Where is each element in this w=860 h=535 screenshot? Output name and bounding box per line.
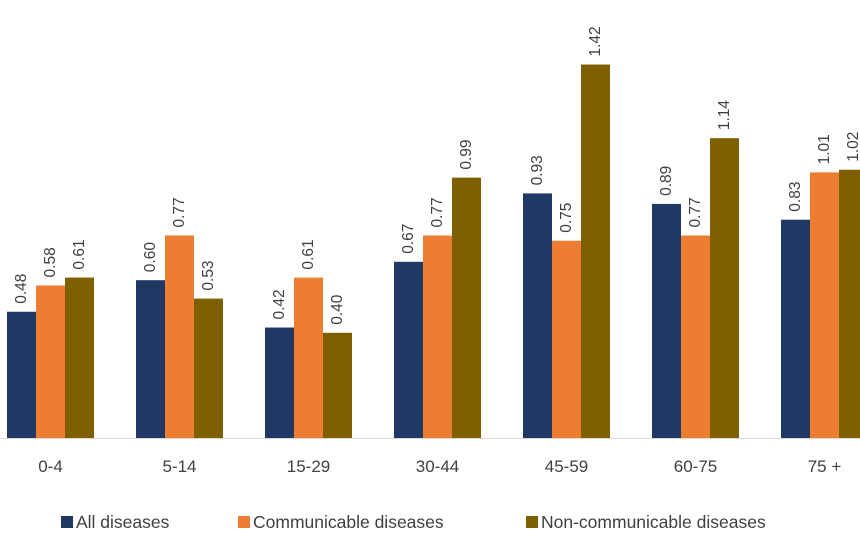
bar-0-4-series-0 — [7, 311, 36, 438]
bar-30-44-series-2 — [452, 177, 481, 438]
data-label: 0.77 — [429, 197, 446, 227]
data-label: 1.14 — [716, 100, 733, 131]
data-label: 0.61 — [300, 239, 317, 269]
bar-0-4-series-2 — [65, 277, 94, 438]
data-label: 0.61 — [71, 239, 88, 269]
data-label: 0.75 — [558, 203, 575, 233]
bar-15-29-series-2 — [323, 332, 352, 438]
x-tick-label: 5-14 — [162, 457, 196, 476]
bar-30-44-series-0 — [394, 261, 423, 438]
data-label: 1.42 — [587, 26, 604, 56]
bar-60-75-series-0 — [652, 203, 681, 438]
bar-75+-series-1 — [810, 172, 839, 438]
bar-15-29-series-0 — [265, 327, 294, 438]
data-label: 0.77 — [687, 197, 704, 227]
data-labels-group: 0.48 0.58 0.61 0.60 0.77 0.53 0.42 0.61 0.40 0.67… — [13, 26, 860, 324]
x-tick-label: 45-59 — [545, 457, 588, 476]
bars-group — [7, 64, 860, 439]
bar-5-14-series-1 — [165, 235, 194, 438]
x-tick-label: 30-44 — [416, 457, 459, 476]
x-tick-label: 0-4 — [38, 457, 63, 476]
data-label: 0.48 — [13, 274, 30, 304]
bar-5-14-series-2 — [194, 298, 223, 438]
legend-swatch — [238, 516, 250, 528]
bar-60-75-series-1 — [681, 235, 710, 438]
bar-45-59-series-1 — [552, 240, 581, 438]
x-tick-label: 75 + — [808, 457, 842, 476]
bar-45-59-series-0 — [523, 193, 552, 438]
legend-swatch — [526, 516, 538, 528]
bar-75+-series-0 — [781, 219, 810, 438]
data-label: 0.58 — [42, 247, 59, 277]
bar-45-59-series-2 — [581, 64, 610, 438]
legend-label: All diseases — [76, 512, 170, 532]
data-label: 0.42 — [271, 289, 288, 319]
data-label: 0.93 — [529, 155, 546, 185]
x-tick-labels-group: 0-4 5-14 15-29 30-44 45-59 60-75 75 + — [38, 457, 841, 476]
data-label: 0.99 — [458, 139, 475, 169]
data-label: 0.53 — [200, 260, 217, 290]
data-label: 0.40 — [329, 294, 346, 325]
bar-75+-series-2 — [839, 169, 860, 439]
data-label: 0.89 — [658, 166, 675, 196]
x-tick-label: 60-75 — [674, 457, 717, 476]
data-label: 0.60 — [142, 242, 159, 273]
legend-label: Communicable diseases — [253, 512, 444, 532]
x-tick-label: 15-29 — [287, 457, 330, 476]
legend-swatch — [61, 516, 73, 528]
bar-60-75-series-2 — [710, 138, 739, 438]
data-label: 0.83 — [787, 182, 804, 212]
data-label: 0.67 — [400, 224, 417, 254]
legend-label: Non-communicable diseases — [541, 512, 766, 532]
legend: All diseases Communicable diseases Non-com… — [61, 512, 766, 532]
bar-5-14-series-0 — [136, 280, 165, 438]
bar-0-4-series-1 — [36, 285, 65, 438]
data-label: 0.77 — [171, 197, 188, 227]
data-label: 1.02 — [845, 132, 860, 162]
bar-30-44-series-1 — [423, 235, 452, 438]
bar-15-29-series-1 — [294, 277, 323, 438]
data-label: 1.01 — [816, 134, 833, 164]
